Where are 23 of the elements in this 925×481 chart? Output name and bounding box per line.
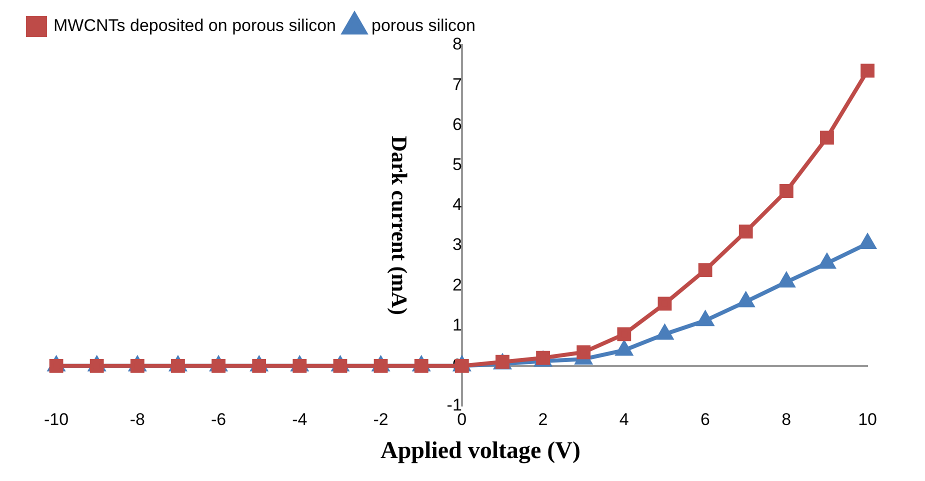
x-tick-label: 8 — [782, 410, 792, 429]
x-tick-label: 0 — [457, 410, 467, 429]
y-tick-label: 8 — [452, 34, 462, 54]
y-tick-label: 2 — [452, 275, 462, 294]
y-tick-label: 7 — [452, 74, 462, 94]
x-tick-label: -2 — [373, 410, 388, 429]
y-axis-title: Dark current (mA) — [386, 136, 412, 316]
x-tick-label: 6 — [700, 410, 710, 429]
y-tick-label: 1 — [452, 315, 462, 334]
x-tick-label: 4 — [619, 410, 629, 429]
y-tick-label: 6 — [452, 114, 462, 134]
x-tick-label: 2 — [538, 410, 548, 429]
x-axis-title: Applied voltage (V) — [380, 437, 582, 466]
x-tick-label: -6 — [210, 410, 226, 429]
x-tick-label: 10 — [858, 410, 878, 429]
x-tick-label: -4 — [292, 410, 308, 429]
y-tick-label: 3 — [452, 235, 462, 254]
legend-label: MWCNTs deposited on porous silicon — [54, 16, 336, 36]
y-tick-label: 4 — [452, 195, 462, 214]
x-tick-label: -8 — [130, 410, 145, 429]
y-tick-label: 5 — [452, 155, 462, 174]
legend-label: porous silicon — [372, 16, 476, 36]
x-tick-label: -10 — [44, 410, 69, 429]
